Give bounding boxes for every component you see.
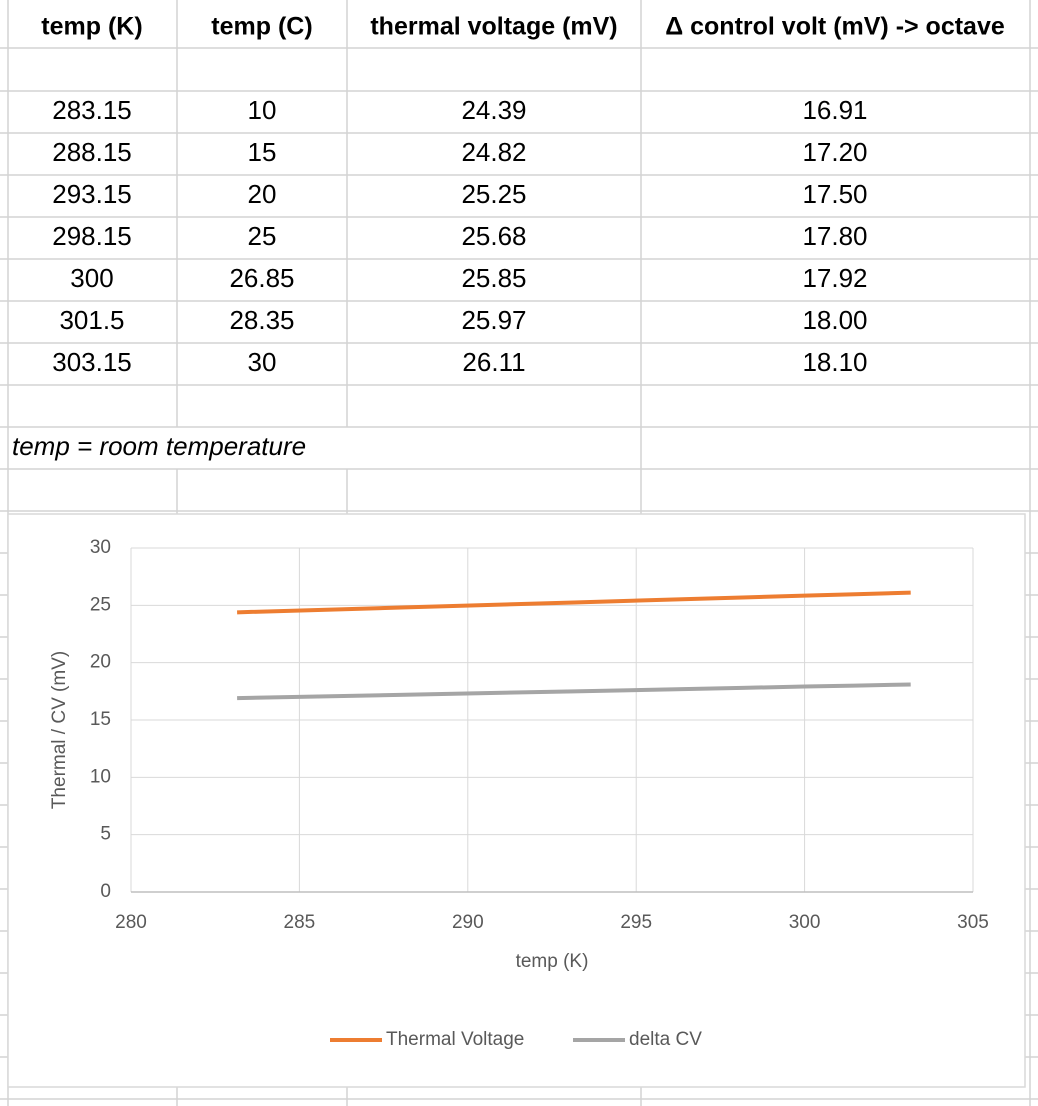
cell: 30 xyxy=(248,347,277,377)
cell: 298.15 xyxy=(52,221,132,251)
y-tick-label: 25 xyxy=(90,594,111,615)
series-line xyxy=(237,682,911,701)
x-tick-label: 295 xyxy=(620,912,652,933)
series-line xyxy=(237,590,911,615)
x-tick-label: 300 xyxy=(789,912,821,933)
cell: 300 xyxy=(70,263,113,293)
cell: 293.15 xyxy=(52,179,132,209)
y-tick-label: 30 xyxy=(90,537,111,558)
cell: 17.50 xyxy=(802,179,867,209)
note: temp = room temperature xyxy=(12,431,306,461)
x-axis-label: temp (K) xyxy=(516,951,589,972)
cell: 15 xyxy=(248,137,277,167)
x-tick-label: 305 xyxy=(957,912,989,933)
chart-area[interactable] xyxy=(7,513,1026,1088)
y-tick-label: 5 xyxy=(100,824,111,845)
cell: 16.91 xyxy=(802,95,867,125)
y-tick-label: 0 xyxy=(100,881,111,902)
cell: 17.80 xyxy=(802,221,867,251)
x-tick-label: 280 xyxy=(115,912,147,933)
y-tick-label: 10 xyxy=(90,766,111,787)
column-header: temp (C) xyxy=(211,13,312,41)
column-header: Δ control volt (mV) -> octave xyxy=(665,13,1005,41)
cell: 288.15 xyxy=(52,137,132,167)
cell: 25 xyxy=(248,221,277,251)
cell: 17.20 xyxy=(802,137,867,167)
x-tick-label: 290 xyxy=(452,912,484,933)
cell: 25.85 xyxy=(461,263,526,293)
cell: 18.00 xyxy=(802,305,867,335)
legend-label: delta CV xyxy=(629,1029,702,1050)
cell: 303.15 xyxy=(52,347,132,377)
cell: 25.25 xyxy=(461,179,526,209)
cell: 17.92 xyxy=(802,263,867,293)
y-tick-label: 20 xyxy=(90,652,111,673)
cell: 18.10 xyxy=(802,347,867,377)
cell: 24.39 xyxy=(461,95,526,125)
cell: 10 xyxy=(248,95,277,125)
cell: 25.68 xyxy=(461,221,526,251)
cell: 28.35 xyxy=(229,305,294,335)
cell: 20 xyxy=(248,179,277,209)
cell: 26.85 xyxy=(229,263,294,293)
y-axis-label: Thermal / CV (mV) xyxy=(49,651,70,809)
cell: 25.97 xyxy=(461,305,526,335)
legend-label: Thermal Voltage xyxy=(386,1029,524,1050)
cell: 283.15 xyxy=(52,95,132,125)
column-header: temp (K) xyxy=(41,13,142,41)
cell: 24.82 xyxy=(461,137,526,167)
cell: 301.5 xyxy=(59,305,124,335)
x-tick-label: 285 xyxy=(284,912,316,933)
cell: 26.11 xyxy=(462,347,525,377)
column-header: thermal voltage (mV) xyxy=(370,13,617,41)
y-tick-label: 15 xyxy=(90,709,111,730)
